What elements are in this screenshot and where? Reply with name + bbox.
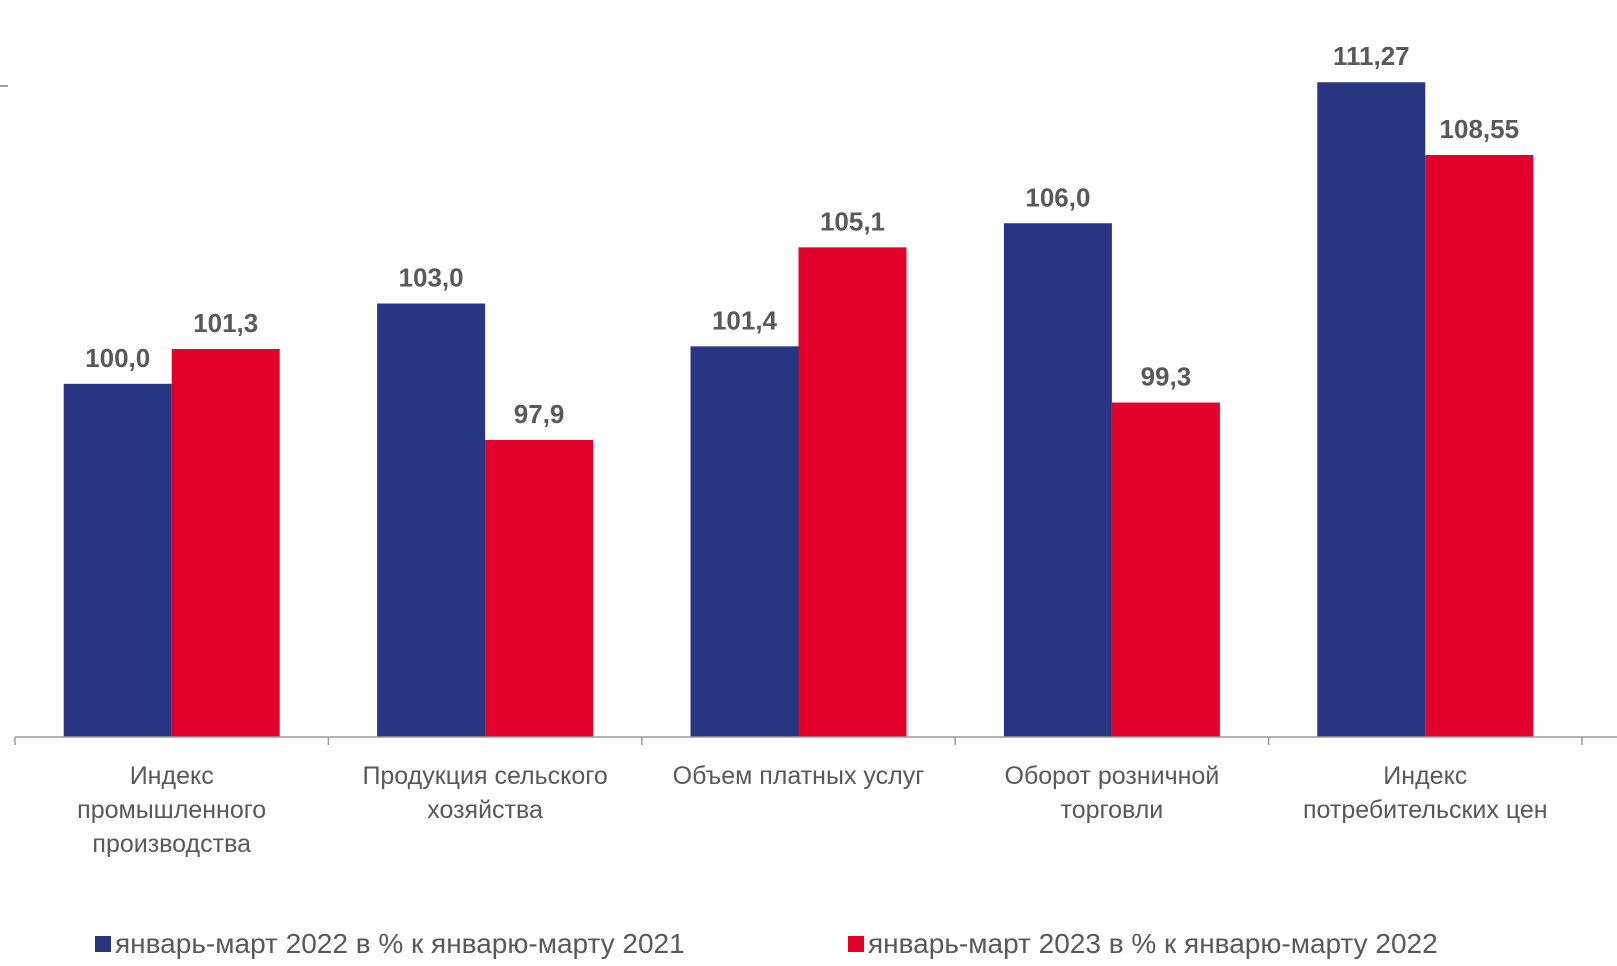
data-label-s0-c0: 100,0 [85, 343, 150, 373]
bar-s1-c2 [798, 247, 907, 737]
value-labels-group: 100,0 101,3 103,0 97,9 101,4 105,1 106,0 99,3 11… [85, 41, 1519, 429]
bar-s0-c3 [1003, 223, 1112, 737]
bars-group [63, 82, 1534, 737]
category-label-1-line-1: хозяйства [427, 796, 543, 824]
category-label-2-line-0: Объем платных услуг [673, 762, 925, 790]
bar-s1-c1 [485, 439, 594, 737]
bar-s1-c0 [171, 349, 280, 737]
category-labels-group: Индекс промышленного производства Продукция… [77, 762, 1547, 858]
category-label-3-line-0: Оборот розничной [1005, 762, 1220, 790]
category-label-3-line-1: торговли [1061, 796, 1164, 824]
category-label-1: Продукция сельского хозяйства [362, 762, 607, 824]
bar-s0-c1 [377, 303, 486, 737]
category-label-4-line-0: Индекс [1383, 762, 1467, 790]
bar-s0-c2 [690, 346, 799, 737]
bar-s0-c0 [63, 383, 172, 737]
data-label-s1-c1: 97,9 [514, 399, 565, 429]
data-label-s0-c1: 103,0 [399, 263, 464, 293]
legend-label-2023: январь-март 2023 в % к январю-марту 2022 [868, 928, 1438, 959]
data-label-s1-c2: 105,1 [820, 206, 885, 236]
category-label-3: Оборот розничной торговли [1005, 762, 1220, 824]
data-label-s0-c4: 111,27 [1333, 41, 1410, 71]
bar-s1-c4 [1425, 155, 1534, 737]
category-label-0: Индекс промышленного производства [77, 762, 266, 858]
category-label-0-line-1: промышленного [77, 796, 266, 824]
legend-label-2022: январь-март 2022 в % к январю-марту 2021 [115, 928, 685, 959]
data-label-s1-c3: 99,3 [1141, 362, 1192, 392]
category-label-4-line-1: потребительских цен [1303, 796, 1548, 824]
bar-s0-c4 [1317, 82, 1426, 737]
data-label-s1-c0: 101,3 [193, 308, 258, 338]
x-axis [14, 736, 1617, 745]
data-label-s0-c3: 106,0 [1025, 182, 1090, 212]
legend-item-2022: январь-март 2022 в % к январю-марту 2021 [95, 928, 685, 960]
category-label-2: Объем платных услуг [673, 762, 925, 790]
legend-item-2023: январь-март 2023 в % к январю-марту 2022 [848, 928, 1438, 960]
legend-swatch-2023 [848, 936, 864, 952]
category-label-4: Индекс потребительских цен [1303, 762, 1548, 824]
category-label-1-line-0: Продукция сельского [362, 762, 607, 790]
bar-chart: 100,0 101,3 103,0 97,9 101,4 105,1 106,0 99,3 11… [0, 41, 1617, 858]
category-label-0-line-2: производства [92, 830, 251, 858]
data-label-s1-c4: 108,55 [1440, 114, 1520, 144]
bar-s1-c3 [1111, 402, 1220, 737]
category-label-0-line-0: Индекс [130, 762, 214, 790]
legend: январь-март 2022 в % к январю-марту 2021… [0, 928, 1617, 966]
legend-swatch-2022 [95, 936, 111, 952]
data-label-s0-c2: 101,4 [712, 305, 778, 335]
